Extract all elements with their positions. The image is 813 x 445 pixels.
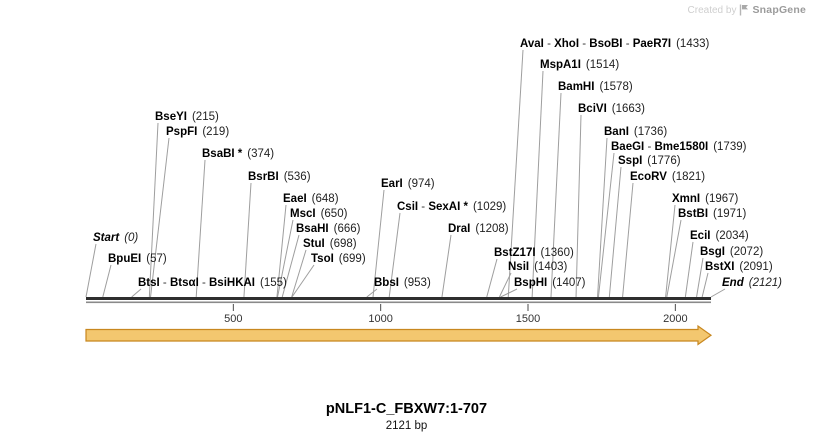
- enzyme-label[interactable]: BaeGI - Bme1580I (1739): [611, 141, 747, 153]
- enzyme-label[interactable]: BpuEI (57): [108, 253, 167, 265]
- enzyme-label[interactable]: DraI (1208): [448, 223, 509, 235]
- enzyme-label[interactable]: BbsI (953): [374, 277, 431, 289]
- leader-line: [701, 272, 709, 298]
- enzyme-label[interactable]: EaeI (648): [283, 193, 339, 205]
- leader-line: [531, 70, 544, 298]
- watermark-created-by: Created by: [687, 4, 737, 16]
- title-block: pNLF1-C_FBXW7:1-707 2121 bp: [0, 401, 813, 432]
- watermark: Created by SnapGene: [688, 4, 806, 16]
- leader-line: [131, 288, 142, 298]
- enzyme-label[interactable]: BsaBI * (374): [202, 148, 274, 160]
- enzyme-label[interactable]: BsaHI (666): [296, 223, 361, 235]
- leader-line: [575, 114, 582, 298]
- leader-line: [372, 189, 385, 298]
- enzyme-label[interactable]: BstBI (1971): [678, 208, 746, 220]
- enzyme-label[interactable]: BamHI (1578): [558, 81, 633, 93]
- snapgene-logo-icon: [740, 4, 749, 16]
- feature-arrow[interactable]: [85, 324, 713, 346]
- leader-line: [291, 264, 315, 298]
- axis-tick-label: 2000: [663, 313, 687, 325]
- enzyme-label[interactable]: EcoRV (1821): [630, 171, 705, 183]
- watermark-brand: SnapGene: [752, 4, 806, 16]
- leader-line: [486, 258, 498, 298]
- axis-tick-label: 1000: [368, 313, 392, 325]
- leader-line: [195, 159, 206, 298]
- leader-line: [665, 204, 676, 298]
- leader-line: [597, 137, 608, 298]
- axis-tick-label: 1500: [516, 313, 540, 325]
- leader-line: [388, 212, 401, 298]
- leader-line: [550, 92, 562, 298]
- map-title: pNLF1-C_FBXW7:1-707: [325, 401, 488, 417]
- leader-line: [507, 49, 524, 298]
- sequence-line-bottom: [86, 301, 711, 304]
- axis-tick-label: 500: [224, 313, 242, 325]
- enzyme-label[interactable]: BsrBI (536): [248, 171, 311, 183]
- enzyme-label[interactable]: BciVI (1663): [578, 103, 645, 115]
- enzyme-label[interactable]: MspA1I (1514): [540, 59, 619, 71]
- leader-line: [684, 241, 694, 298]
- leader-line: [696, 257, 704, 298]
- sequence-line-top: [86, 297, 711, 300]
- enzyme-label[interactable]: StuI (698): [303, 238, 357, 250]
- enzyme-label[interactable]: BseYI (215): [155, 111, 219, 123]
- leader-line: [622, 182, 634, 298]
- leader-line: [85, 243, 97, 298]
- enzyme-label[interactable]: BstZ17I (1360): [494, 247, 574, 259]
- enzyme-label[interactable]: NsiI (1403): [508, 261, 568, 273]
- leader-line: [608, 166, 622, 298]
- enzyme-label[interactable]: EarI (974): [381, 178, 435, 190]
- leader-line: [243, 182, 252, 298]
- leader-line: [150, 137, 170, 298]
- enzyme-label[interactable]: BstXI (2091): [705, 261, 773, 273]
- leader-line: [277, 219, 294, 298]
- enzyme-label[interactable]: BtsI - BtsαI - BsiHKAI (155): [138, 277, 287, 289]
- enzyme-label[interactable]: TsoI (699): [311, 253, 366, 265]
- leader-line: [291, 249, 307, 298]
- enzyme-label[interactable]: BanI (1736): [604, 126, 667, 138]
- leader-line: [102, 264, 112, 298]
- enzyme-label[interactable]: PspFI (219): [166, 126, 229, 138]
- leader-line: [666, 219, 682, 298]
- leader-line: [597, 152, 615, 298]
- leader-line: [148, 122, 159, 298]
- enzyme-label[interactable]: SspI (1776): [618, 155, 681, 167]
- leader-line: [710, 288, 726, 298]
- enzyme-label[interactable]: CsiI - SexAI * (1029): [397, 201, 506, 213]
- leader-line: [366, 288, 378, 298]
- terminus-label[interactable]: Start (0): [93, 232, 138, 244]
- enzyme-label[interactable]: EciI (2034): [690, 230, 749, 242]
- enzyme-label[interactable]: AvaI - XhoI - BsoBI - PaeR7I (1433): [520, 38, 710, 50]
- enzyme-label[interactable]: BspHI (1407): [514, 277, 586, 289]
- enzyme-label[interactable]: MscI (650): [290, 208, 348, 220]
- terminus-label[interactable]: End (2121): [722, 277, 782, 289]
- enzyme-label[interactable]: BsgI (2072): [700, 246, 763, 258]
- leader-line: [276, 204, 287, 298]
- enzyme-label[interactable]: XmnI (1967): [672, 193, 739, 205]
- map-length: 2121 bp: [385, 420, 428, 432]
- leader-line: [281, 234, 300, 298]
- leader-line: [441, 234, 452, 298]
